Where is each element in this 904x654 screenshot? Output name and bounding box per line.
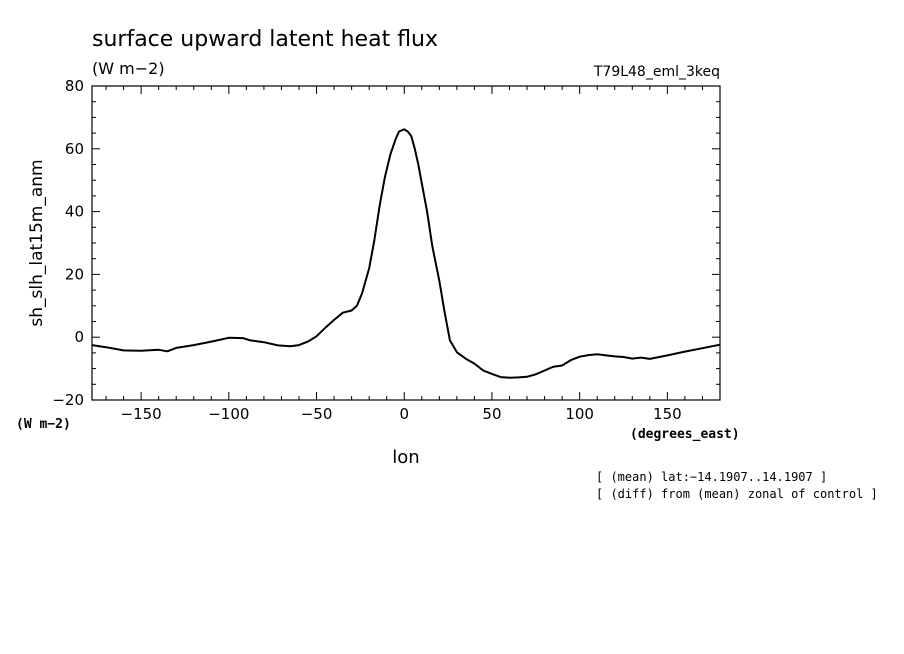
y-tick-label: 0	[74, 328, 84, 346]
chart-subtitle: (W m−2)	[92, 59, 165, 78]
chart-title: surface upward latent heat flux	[92, 27, 438, 52]
x-axis-label: lon	[392, 447, 419, 468]
x-tick-labels: −150 −100 −50 0 50 100 150	[121, 405, 682, 423]
y-axis-units: (W m−2)	[16, 417, 71, 432]
x-tick-label: −100	[208, 405, 249, 423]
run-label: T79L48_eml_3keq	[593, 64, 720, 80]
y-axis-label: sh_slh_lat15m_anm	[27, 159, 47, 326]
x-tick-label: 50	[482, 405, 501, 423]
x-tick-label: 100	[565, 405, 594, 423]
x-tick-label: 0	[399, 405, 409, 423]
y-tick-label: 80	[65, 77, 84, 95]
x-tick-label: −50	[301, 405, 333, 423]
x-tick-label: −150	[121, 405, 162, 423]
x-axis-units: (degrees_east)	[630, 427, 740, 442]
series-line	[91, 128, 721, 379]
y-tick-label: 20	[65, 265, 84, 283]
x-tick-label: 150	[653, 405, 682, 423]
y-tick-label: −20	[52, 391, 84, 409]
note-diff: [ (diff) from (mean) zonal of control ]	[596, 487, 878, 501]
plot-frame	[91, 85, 721, 401]
note-lat-range: [ (mean) lat:−14.1907..14.1907 ]	[596, 470, 827, 484]
y-tick-labels: −20 0 20 40 60 80	[52, 77, 84, 409]
y-tick-label: 60	[65, 140, 84, 158]
axis-ticks	[92, 85, 721, 401]
y-tick-label: 40	[65, 203, 84, 221]
